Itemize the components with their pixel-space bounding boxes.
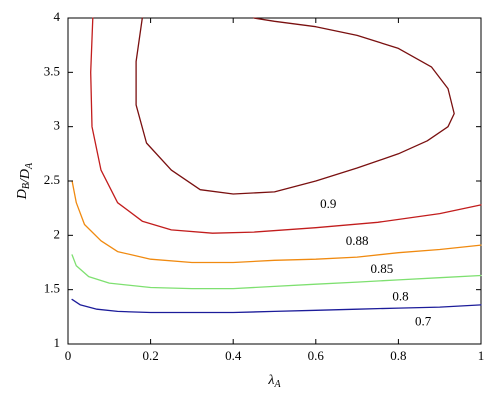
contour-label-0-85: 0.85 [371, 261, 394, 276]
x-tick-label: 0 [65, 348, 72, 363]
x-tick-label: 0.4 [225, 348, 242, 363]
x-tick-label: 0.8 [390, 348, 406, 363]
contour-line-0-88 [90, 17, 482, 234]
y-tick-label: 1 [54, 335, 61, 350]
axis-titles: λA DB/DA [15, 162, 281, 390]
y-tick-label: 2 [54, 226, 61, 241]
plot-frame [67, 17, 482, 345]
y-tick-label: 3 [54, 118, 61, 133]
contour-labels: 0.9 0.880.85 0.8 0.7 [320, 196, 432, 328]
x-tick-label: 1 [478, 348, 485, 363]
contour-line-0-7 [71, 298, 482, 314]
x-axis-label: λA [267, 373, 281, 390]
contour-line-0-8 [71, 254, 482, 290]
axis-ticks: 0 0.2 0.4 0.6 0.8 1 1 1.5 2 2.5 3 3.5 4 [44, 9, 485, 363]
x-tick-label: 0.2 [142, 348, 158, 363]
contour-line-0-85 [71, 180, 482, 264]
contour-line-0-9 [135, 17, 455, 195]
contour-series [71, 17, 482, 314]
plot-area [67, 17, 482, 345]
contour-label-0-8: 0.8 [392, 288, 408, 303]
y-tick-label: 3.5 [44, 63, 60, 78]
x-tick-label: 0.6 [308, 348, 325, 363]
y-tick-label: 4 [54, 9, 61, 24]
y-axis-label: DB/DA [15, 162, 35, 200]
y-tick-label: 2.5 [44, 172, 60, 187]
contour-label-0-88: 0.88 [346, 233, 369, 248]
contour-label-0-7: 0.7 [415, 313, 432, 328]
contour-label-0-9: 0.9 [320, 196, 336, 211]
y-tick-label: 1.5 [44, 281, 60, 296]
